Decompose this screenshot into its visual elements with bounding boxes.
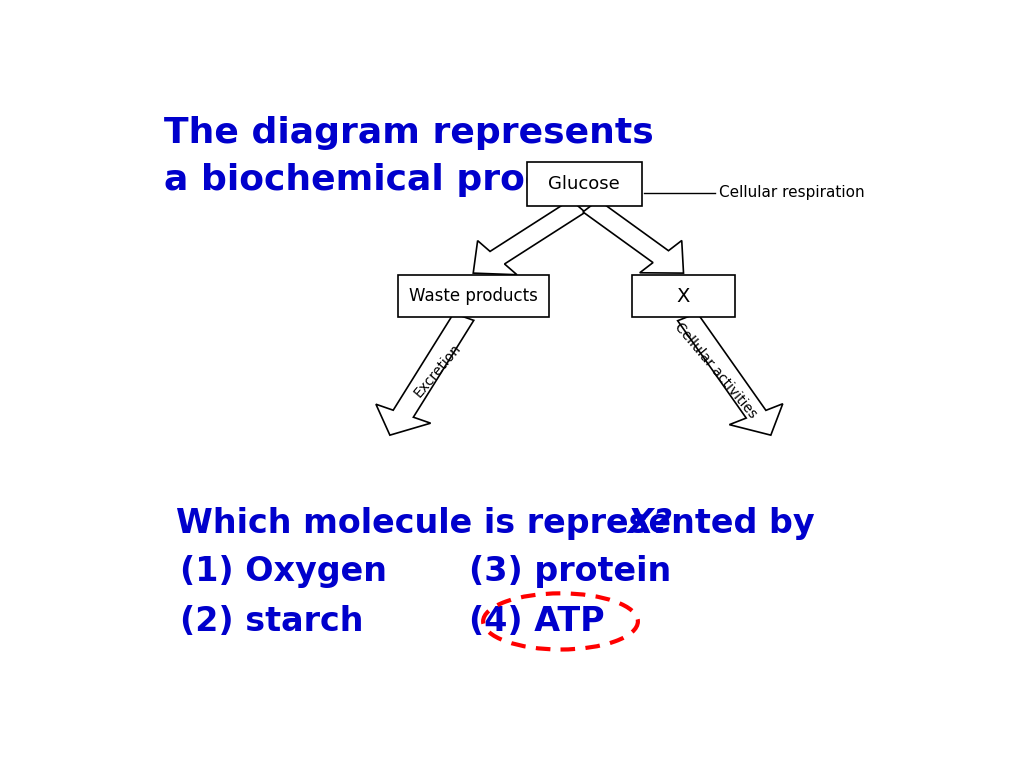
Text: X: X	[677, 286, 690, 306]
Text: (3) protein: (3) protein	[469, 554, 672, 588]
Text: (4) ATP: (4) ATP	[469, 605, 605, 638]
FancyBboxPatch shape	[397, 276, 549, 317]
Text: a biochemical process.: a biochemical process.	[164, 163, 627, 197]
Text: (2) starch: (2) starch	[179, 605, 364, 638]
Text: (1) Oxygen: (1) Oxygen	[179, 554, 387, 588]
FancyBboxPatch shape	[526, 161, 642, 206]
Text: Waste products: Waste products	[409, 287, 538, 305]
Polygon shape	[583, 200, 684, 273]
Text: Excretion: Excretion	[412, 341, 464, 399]
Text: Which molecule is represented by: Which molecule is represented by	[176, 508, 826, 541]
Polygon shape	[376, 313, 474, 435]
Polygon shape	[678, 313, 782, 435]
Text: Cellular respiration: Cellular respiration	[719, 185, 865, 200]
Text: The diagram represents: The diagram represents	[164, 116, 653, 150]
Text: Cellular activities: Cellular activities	[672, 319, 759, 421]
Polygon shape	[473, 200, 585, 275]
Text: Glucose: Glucose	[549, 175, 621, 193]
FancyBboxPatch shape	[632, 276, 735, 317]
Text: X?: X?	[628, 508, 673, 541]
